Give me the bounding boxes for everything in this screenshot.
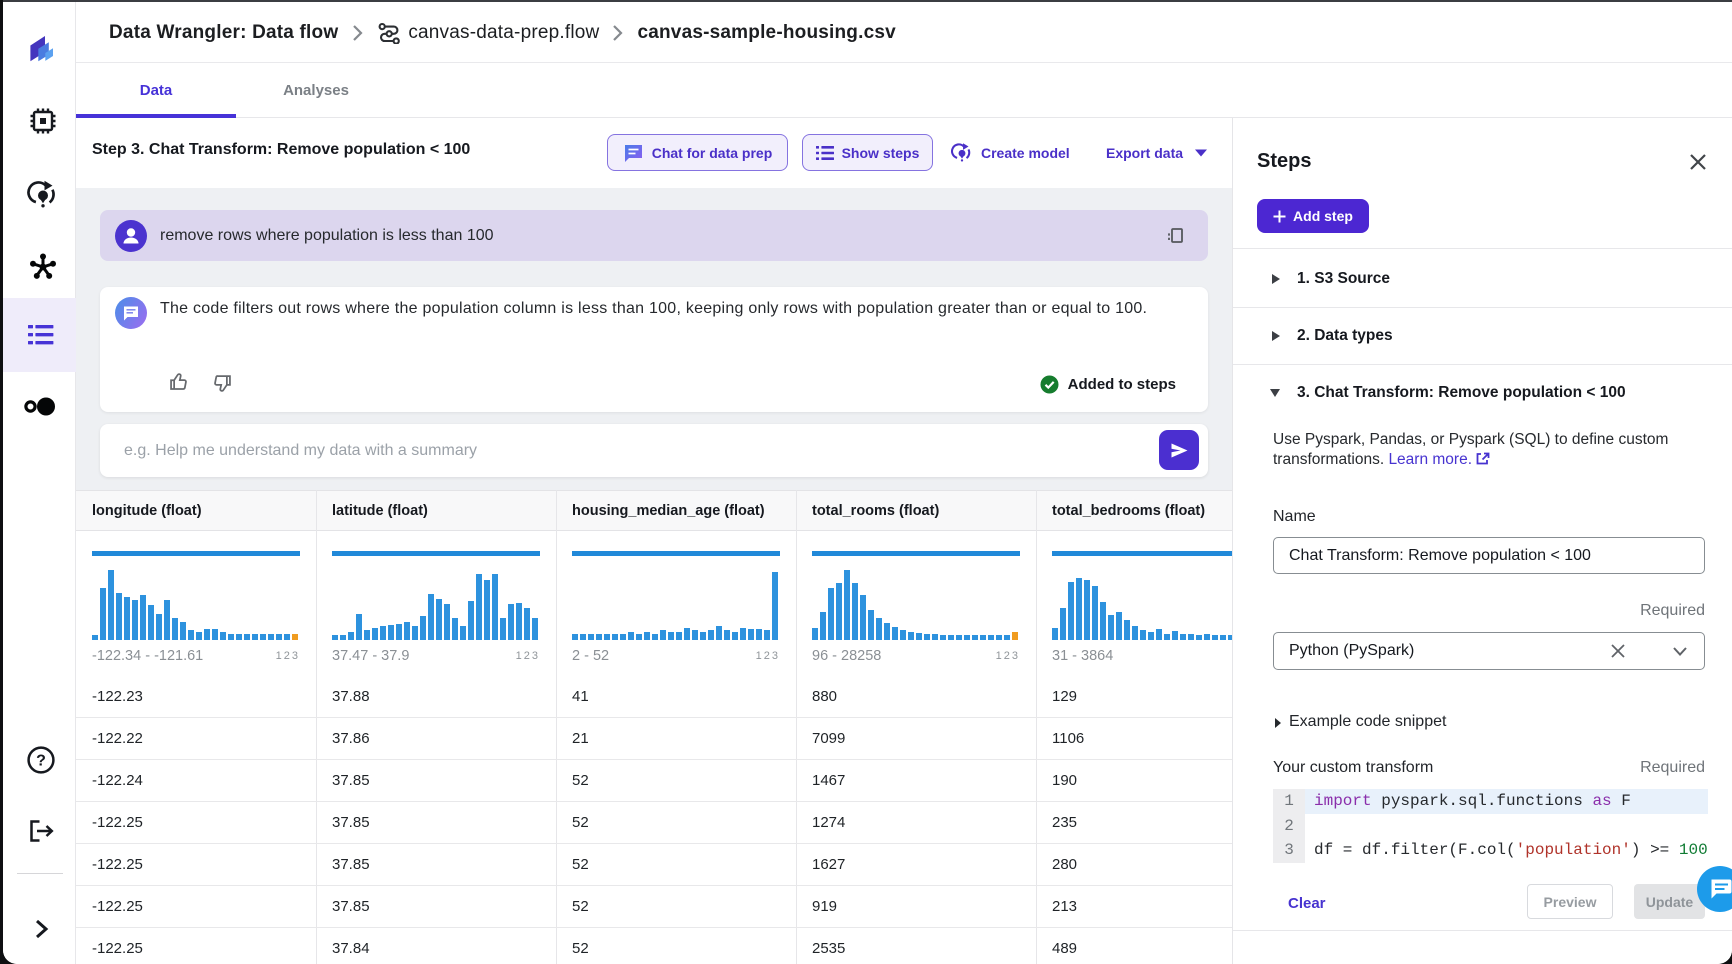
svg-text:?: ? <box>36 753 46 770</box>
